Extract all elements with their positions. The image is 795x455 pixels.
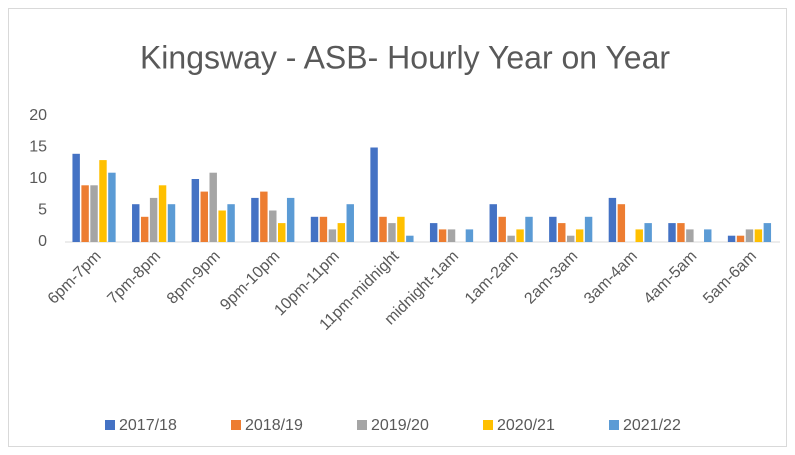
bar (72, 153, 80, 242)
bar (108, 172, 116, 242)
bar (81, 185, 89, 242)
bar (438, 229, 447, 242)
bar (218, 210, 226, 242)
bar (516, 229, 524, 242)
legend-swatch (357, 420, 367, 430)
bar (388, 223, 396, 242)
bar (319, 216, 328, 242)
bar (191, 179, 200, 242)
legend-swatch (105, 420, 115, 430)
bar (149, 197, 158, 242)
legend-swatch (231, 420, 241, 430)
legend-label: 2019/20 (371, 417, 429, 434)
bar (763, 223, 772, 242)
bar (132, 204, 140, 242)
bar (200, 191, 208, 242)
bar (635, 229, 643, 242)
bar (251, 197, 259, 242)
bar (328, 229, 337, 242)
bar (158, 185, 167, 242)
bar (465, 229, 474, 242)
bar (754, 229, 763, 242)
legend-label: 2018/19 (245, 417, 303, 434)
bar (379, 216, 387, 242)
bar (507, 235, 515, 242)
bar (608, 197, 617, 242)
bar (286, 197, 295, 242)
bar (310, 216, 319, 242)
y-tick-label: 20 (29, 107, 47, 124)
bar (677, 223, 685, 242)
bar (260, 191, 268, 242)
bar (489, 204, 497, 242)
bar (90, 185, 98, 242)
bar (498, 216, 506, 242)
bar (140, 216, 149, 242)
bar (397, 216, 405, 242)
bar (337, 223, 346, 242)
bar (549, 216, 557, 242)
bar (167, 204, 176, 242)
bar (558, 223, 566, 242)
bar (704, 229, 712, 242)
bar (584, 216, 593, 242)
bar (617, 204, 626, 242)
bar (278, 223, 286, 242)
bar (429, 223, 438, 242)
legend-label: 2021/22 (623, 417, 681, 434)
bar (745, 229, 754, 242)
legend-swatch (483, 420, 493, 430)
bar (269, 210, 277, 242)
bar (447, 229, 456, 242)
bar (644, 223, 652, 242)
bar (209, 172, 217, 242)
bar (575, 229, 584, 242)
bar (99, 160, 107, 242)
legend-label: 2020/21 (497, 417, 555, 434)
bar (736, 235, 745, 242)
bar (727, 235, 736, 242)
bar (370, 147, 378, 242)
bar (686, 229, 694, 242)
y-tick-label: 10 (29, 170, 47, 187)
legend-label: 2017/18 (119, 417, 177, 434)
bar (668, 223, 676, 242)
y-tick-label: 5 (38, 202, 47, 219)
bar (525, 216, 533, 242)
bar (406, 235, 414, 242)
bar (227, 204, 235, 242)
bar (346, 204, 354, 242)
y-tick-label: 15 (29, 139, 47, 156)
chart-title: Kingsway - ASB- Hourly Year on Year (140, 39, 670, 75)
legend-swatch (609, 420, 619, 430)
bar (566, 235, 575, 242)
y-tick-label: 0 (38, 233, 47, 250)
